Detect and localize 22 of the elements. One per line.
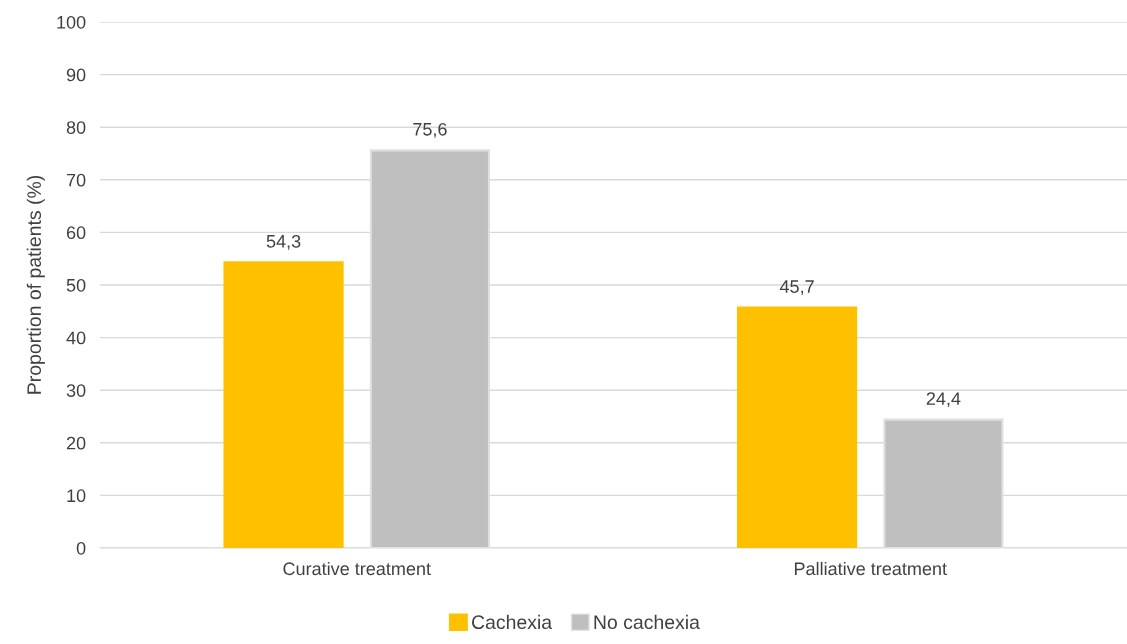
legend-label: No cachexia bbox=[594, 614, 700, 630]
y-tick-label: 60 bbox=[66, 226, 86, 240]
y-axis-title: Proportion of patients (%) bbox=[26, 175, 45, 394]
y-tick-label: 90 bbox=[66, 68, 86, 82]
y-tick-label: 40 bbox=[66, 331, 86, 345]
y-tick-label: 50 bbox=[66, 278, 86, 292]
data-label: 24,4 bbox=[926, 392, 961, 408]
bar bbox=[736, 306, 858, 548]
y-tick-label: 70 bbox=[66, 173, 86, 187]
y-tick-label: 20 bbox=[66, 436, 86, 450]
data-label: 54,3 bbox=[266, 234, 301, 250]
x-tick-label: Palliative treatment bbox=[794, 561, 947, 576]
data-label: 45,7 bbox=[779, 280, 814, 296]
y-tick-label: 0 bbox=[76, 541, 86, 555]
data-label: 75,6 bbox=[413, 122, 447, 138]
y-tick-label: 80 bbox=[66, 121, 86, 134]
y-tick-label: 10 bbox=[67, 489, 86, 503]
y-tick-label: 30 bbox=[66, 384, 86, 397]
legend-label: Cachexia bbox=[472, 614, 553, 630]
bar bbox=[223, 261, 344, 548]
x-tick-label: Curative treatment bbox=[283, 561, 431, 576]
y-tick-label: 100 bbox=[57, 15, 86, 29]
